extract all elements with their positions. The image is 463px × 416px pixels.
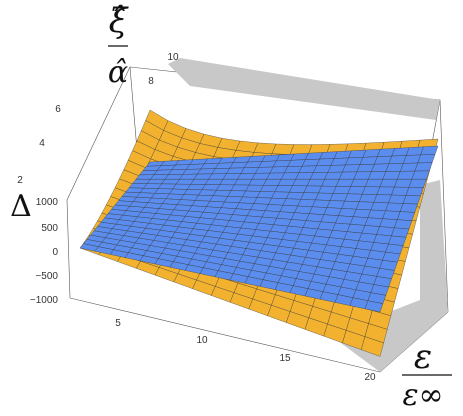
x-axis-label: ε ε∞ [402,337,452,413]
y-ticks: 2 4 6 8 10 [17,52,179,186]
y-tick-label: 4 [39,138,45,149]
x-tick-label: 5 [115,318,121,329]
box-edge-back-right [439,99,449,313]
y-label-bottom: α̂ [108,55,128,90]
blue-surface-cell [414,162,433,172]
z-tick-label: −1000 [30,295,59,306]
blue-surface-cell [399,203,419,213]
blue-surface-cell [405,187,424,197]
y-axis-label: ξ̂ α̂ [108,1,130,90]
y-tick-label: 8 [148,76,154,87]
y-tick-label: 6 [55,104,61,115]
z-tick-label: 1000 [36,197,59,208]
box-edge-front-bottom [69,297,381,373]
z-axis-label: Δ [10,189,32,224]
z-tick-label: 0 [52,247,58,258]
box-edge-front-left [66,199,71,299]
gray-back-face [168,58,440,120]
z-tick-label: 500 [41,223,58,234]
blue-surface-cell [411,170,430,180]
x-label-top: ε [414,337,432,377]
x-tick-label: 15 [279,353,291,364]
blue-surface-cell [408,178,427,188]
blue-surface-cell [396,211,416,221]
box-edge-back-top-left [66,66,131,201]
x-tick-label: 10 [196,335,208,346]
z-tick-label: −500 [35,271,58,282]
x-ticks: 5 10 15 20 [115,318,376,383]
y-label-top: ξ̂ [109,1,130,41]
z-ticks: −1000 −500 0 500 1000 [30,197,59,306]
blue-surface-cell [402,195,421,205]
y-tick-label: 2 [17,175,23,186]
blue-surface-cell [417,154,436,164]
x-tick-label: 20 [364,372,376,383]
y-tick-label: 10 [167,52,179,63]
blue-surface-cell [420,145,439,156]
blue-surface-cell [393,219,413,230]
x-label-bottom: ε∞ [402,378,443,413]
gold-surface-cell [360,336,384,357]
blue-surface-cell [364,300,384,313]
blue-surface [79,145,439,313]
blue-surface-cell [391,227,410,238]
